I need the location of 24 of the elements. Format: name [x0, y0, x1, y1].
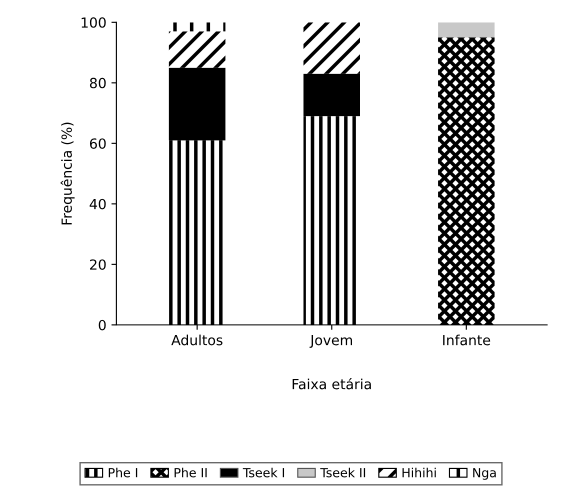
y-tick-label: 0	[98, 320, 106, 330]
bar	[303, 22, 360, 74]
x-axis-title: Faixa etária	[292, 378, 371, 390]
bar	[303, 74, 360, 116]
y-tick-label: 40	[90, 198, 106, 210]
legend-label: Phe I	[108, 468, 138, 478]
y-tick-label: 100	[82, 17, 106, 28]
legend-label: Nga	[473, 468, 496, 480]
bar	[438, 37, 495, 325]
legend-label: Tseek I	[242, 468, 284, 478]
x-tick-label: Infante	[443, 334, 490, 346]
x-tick-label: Adultos	[171, 334, 222, 346]
legend-label: Phe II	[174, 468, 207, 478]
bar	[168, 31, 226, 68]
x-tick-label: Jovem	[310, 335, 352, 348]
bar	[168, 68, 226, 140]
bar	[438, 22, 495, 38]
y-tick-label: 80	[90, 78, 106, 88]
y-axis-title: Frequência (%)	[60, 122, 75, 224]
bar	[168, 22, 226, 32]
legend-label: Hihihi	[402, 468, 436, 478]
legend-label: Tseek II	[320, 468, 366, 478]
y-tick-label: 60	[90, 138, 106, 149]
y-tick-label: 20	[90, 259, 106, 270]
